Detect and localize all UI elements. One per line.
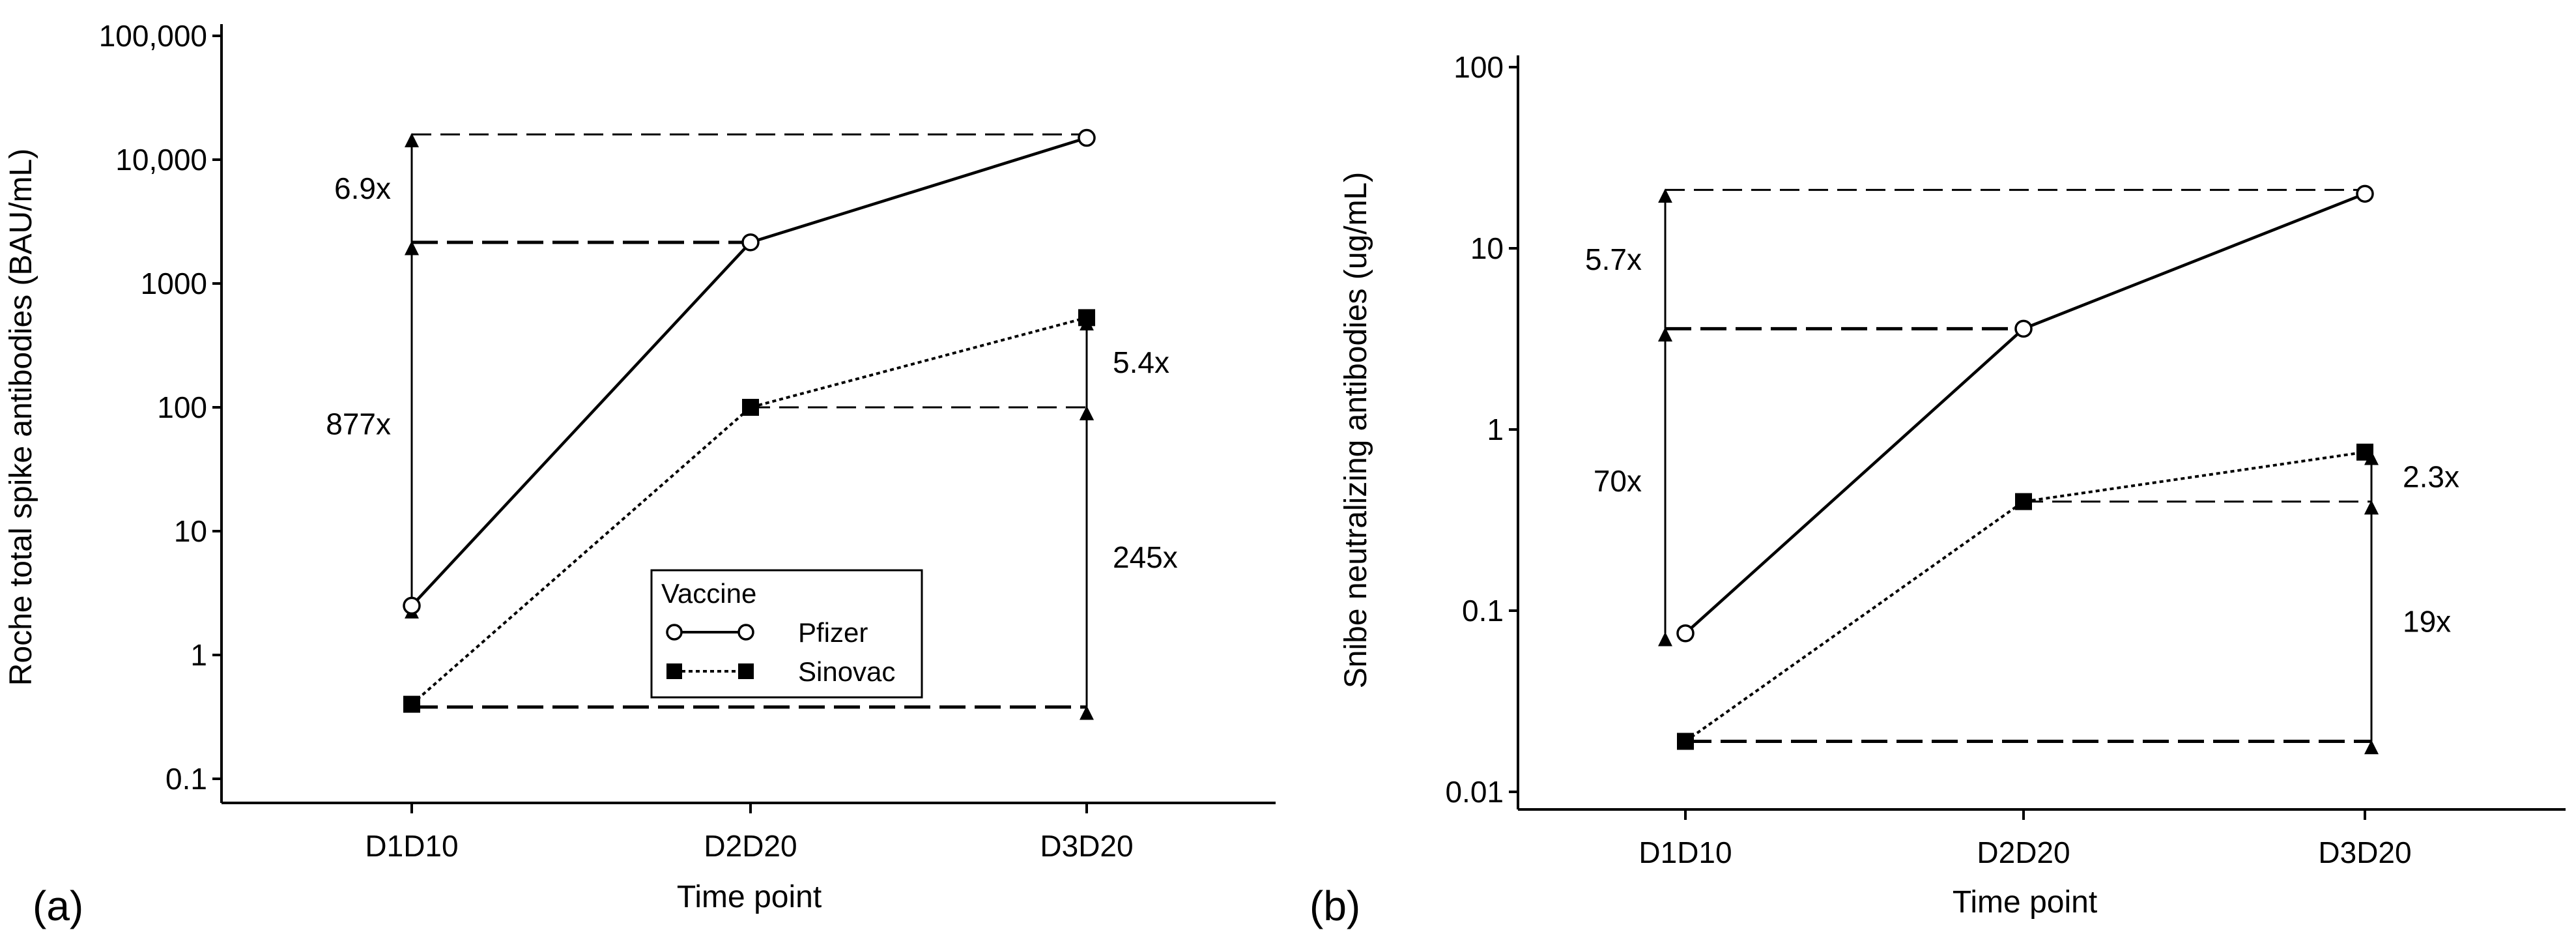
y-tick-label: 10 <box>1470 231 1504 265</box>
legend-box <box>650 569 923 699</box>
x-axis-label: Time point <box>1953 885 2097 920</box>
data-point-sinovac <box>742 399 759 416</box>
y-tick-label: 100 <box>157 390 207 424</box>
x-tick-label: D3D20 <box>2318 836 2411 869</box>
fold-label: 5.7x <box>1585 242 1642 276</box>
series-line-pfizer <box>410 136 1087 607</box>
y-tick-label: 10 <box>174 514 207 548</box>
fold-label: 5.4x <box>1113 345 1169 379</box>
fold-label: 19x <box>2403 605 2451 639</box>
fold-label: 877x <box>326 407 391 441</box>
data-point-pfizer <box>741 233 760 252</box>
data-point-sinovac <box>403 695 420 713</box>
data-point-pfizer <box>1078 128 1096 147</box>
panel-label: (a) <box>33 882 83 929</box>
y-tick-label: 100,000 <box>99 19 207 53</box>
fold-label: 245x <box>1113 540 1178 574</box>
chart-panel-b: 0.01 0.1 1 10 100 D1D10 D2D20 D3D20 Time point Sn… <box>1309 50 2566 929</box>
data-point-sinovac <box>1078 309 1095 327</box>
chart-panel-a: 0.1 1 10 100 1000 10,000 100,000 D1D10 D2D20 D3D2… <box>4 19 1276 929</box>
legend-marker-pfizer <box>666 624 683 641</box>
data-point-pfizer <box>1676 624 1695 643</box>
series-line-pfizer <box>1684 192 2366 635</box>
x-tick-label: D1D10 <box>365 829 458 863</box>
x-axis-label: Time point <box>677 880 822 914</box>
x-tick-label: D2D20 <box>704 829 797 863</box>
y-tick-label: 1 <box>190 638 207 672</box>
x-tick-label: D2D20 <box>1977 836 2070 869</box>
fold-label: 2.3x <box>2403 460 2459 494</box>
y-axis-label: Snibe neutralizing antibodies (ug/mL) <box>1339 172 1373 688</box>
data-point-sinovac <box>1677 733 1694 750</box>
legend-label-sinovac: Sinovac <box>798 656 895 687</box>
legend-title: Vaccine <box>661 578 756 609</box>
y-axis-label: Roche total spike antibodies (BAU/mL) <box>4 149 38 686</box>
y-tick-label: 1000 <box>141 267 207 300</box>
series-line-sinovac <box>410 316 1087 706</box>
y-tick-label: 100 <box>1453 50 1504 84</box>
data-point-pfizer <box>2356 184 2374 203</box>
y-tick-label: 0.1 <box>165 762 207 796</box>
series-line-sinovac <box>1684 450 2366 743</box>
legend-marker-sinovac <box>666 663 682 679</box>
x-tick-label: D3D20 <box>1040 829 1133 863</box>
legend-marker-pfizer <box>737 624 754 641</box>
x-tick-label: D1D10 <box>1639 836 1732 869</box>
fold-label: 6.9x <box>334 171 391 205</box>
legend-marker-sinovac <box>738 663 754 679</box>
y-tick-label: 0.1 <box>1462 594 1504 628</box>
data-point-pfizer <box>2014 319 2033 338</box>
data-point-sinovac <box>2015 493 2032 510</box>
data-point-pfizer <box>403 596 421 615</box>
y-tick-label: 1 <box>1487 413 1504 446</box>
y-tick-label: 10,000 <box>115 143 207 177</box>
data-point-sinovac <box>2356 443 2373 461</box>
legend-label-pfizer: Pfizer <box>798 617 868 648</box>
fold-label: 70x <box>1594 464 1642 498</box>
panel-label: (b) <box>1309 882 1360 929</box>
y-tick-label: 0.01 <box>1445 775 1504 809</box>
